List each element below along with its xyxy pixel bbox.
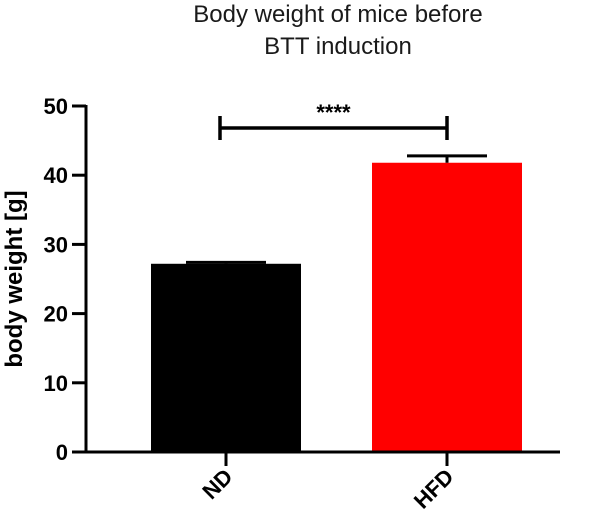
x-tick-label-hfd: HFD	[409, 464, 459, 514]
chart-title-line-2: BTT induction	[264, 33, 412, 60]
chart-title-line-1: Body weight of mice before	[193, 1, 483, 28]
significance-label: ****	[316, 100, 351, 125]
y-tick-label: 30	[44, 232, 68, 257]
y-tick-label: 50	[44, 94, 68, 119]
plot-area: 0 10 20 30 40 50 ND HFD ****	[44, 94, 560, 514]
y-axis-label: body weight [g]	[1, 190, 28, 367]
chart-title: Body weight of mice before BTT induction	[193, 1, 483, 60]
bar-hfd	[372, 162, 522, 452]
x-tick-label-nd: ND	[197, 464, 237, 504]
y-tick-label: 0	[56, 440, 68, 465]
y-tick-label: 20	[44, 302, 68, 327]
bar-nd	[151, 263, 301, 452]
y-tick-label: 40	[44, 163, 68, 188]
y-tick-label: 10	[44, 371, 68, 396]
